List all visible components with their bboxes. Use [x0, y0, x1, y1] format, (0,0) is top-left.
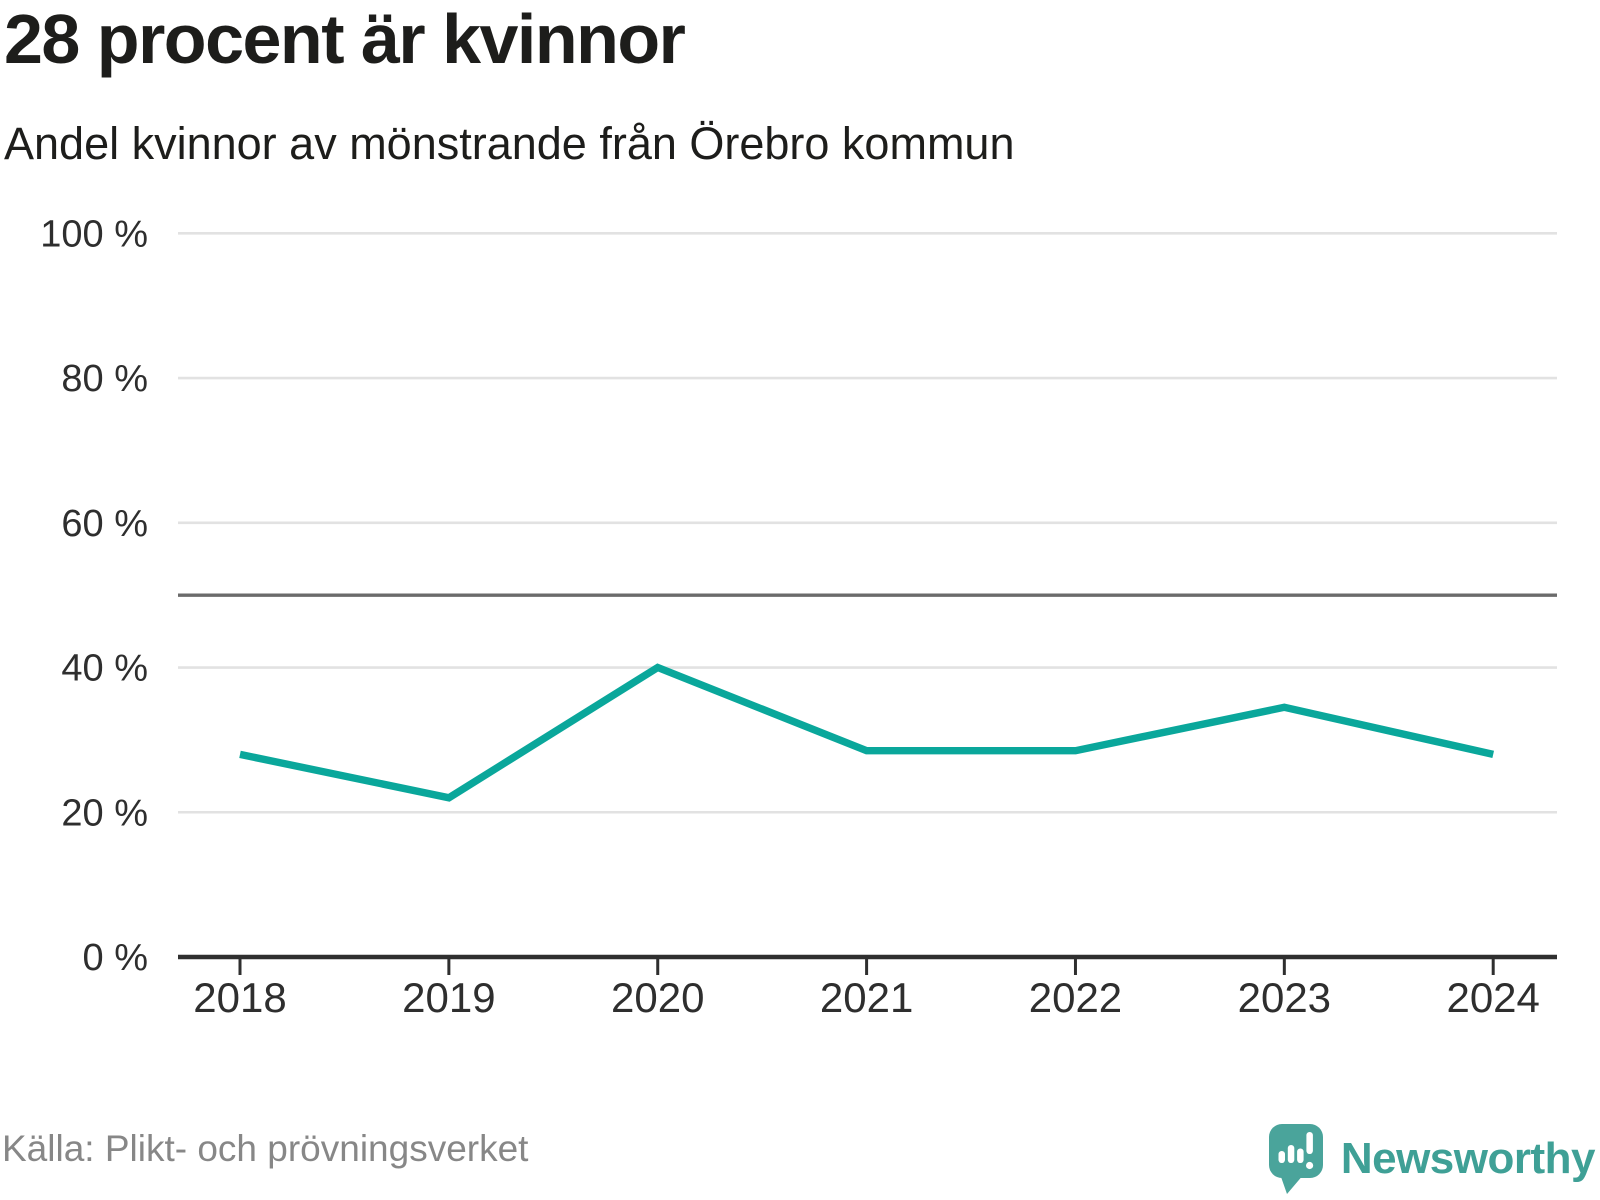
newsworthy-logo-icon	[1268, 1124, 1323, 1194]
chart-title: 28 procent är kvinnor	[4, 0, 686, 78]
source-note: Källa: Plikt- och prövningsverket	[2, 1128, 529, 1169]
newsworthy-wordmark: Newsworthy	[1340, 1133, 1596, 1183]
y-axis-tick-label: 40 %	[61, 648, 148, 690]
chart-subtitle: Andel kvinnor av mönstrande från Örebro …	[4, 118, 1015, 169]
x-axis-tick-label: 2022	[1029, 974, 1122, 1021]
x-axis-tick-label: 2018	[193, 974, 286, 1021]
x-axis-tick-label: 2021	[820, 974, 913, 1021]
data-line-andel-kvinnor	[239, 663, 1495, 802]
x-axis-tick-label: 2024	[1446, 974, 1539, 1021]
y-axis-tick-label: 60 %	[61, 503, 148, 545]
y-axis-tick-label: 20 %	[61, 792, 148, 834]
x-axis-tick-label: 2020	[611, 974, 704, 1021]
newsworthy-brand: Newsworthy	[1267, 1122, 1596, 1195]
x-axis-tick-label: 2019	[402, 974, 495, 1021]
y-axis-tick-label: 0 %	[83, 937, 148, 979]
y-axis-tick-label: 80 %	[61, 358, 148, 400]
y-axis-tick-label: 100 %	[40, 213, 148, 255]
x-axis-tick-label: 2023	[1238, 974, 1331, 1021]
